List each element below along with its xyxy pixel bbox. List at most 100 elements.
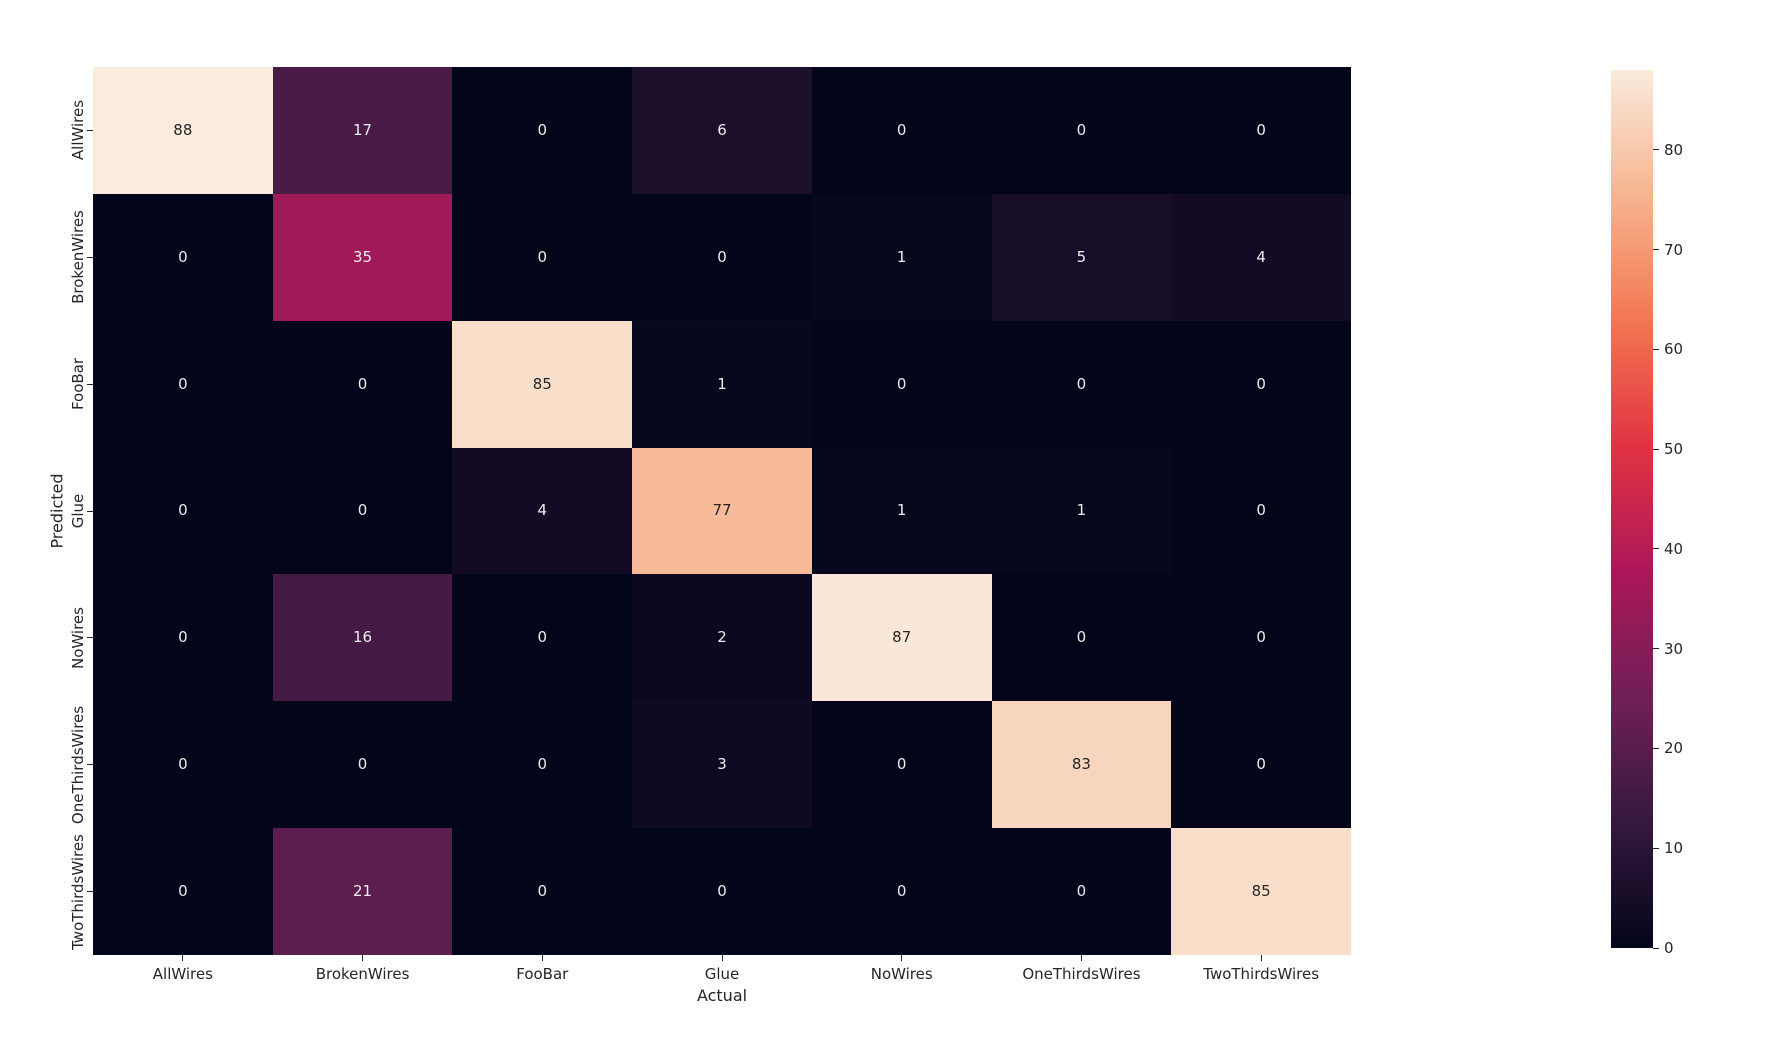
cell-value: 0 (717, 247, 727, 266)
heatmap-cell: 85 (452, 320, 633, 448)
y-tick-mark (87, 764, 93, 766)
heatmap-cell: 0 (452, 193, 633, 321)
x-tick-label: AllWires (152, 965, 213, 983)
heatmap-cell: 0 (93, 701, 273, 829)
cell-value: 1 (896, 501, 907, 520)
heatmap-cell: 0 (811, 320, 992, 448)
cell-value: 16 (353, 628, 373, 647)
cell-value: 0 (896, 882, 907, 901)
cell-value: 87 (892, 628, 912, 647)
heatmap-cell: 35 (272, 193, 453, 321)
cell-value: 0 (1076, 882, 1087, 901)
heatmap-cell: 21 (272, 828, 453, 955)
y-tick-label: NoWires (69, 606, 87, 669)
cell-value: 0 (1256, 628, 1266, 647)
cell-value: 2 (717, 628, 727, 647)
cell-value: 0 (1256, 755, 1266, 774)
cell-value: 0 (537, 628, 548, 647)
heatmap-cell: 87 (811, 574, 992, 702)
cell-value: 0 (537, 247, 548, 266)
y-tick-label: BrokenWires (69, 210, 87, 305)
colorbar-gradient (1611, 70, 1653, 948)
cell-value: 5 (1076, 247, 1087, 266)
colorbar-tick-mark (1653, 448, 1659, 450)
cell-value: 0 (357, 755, 368, 774)
colorbar-tick-mark (1653, 149, 1659, 151)
heatmap-cell: 83 (991, 701, 1172, 829)
heatmap-cell: 0 (1171, 574, 1351, 702)
cell-value: 0 (537, 120, 548, 139)
cell-value: 0 (896, 120, 907, 139)
cell-value: 0 (1076, 374, 1087, 393)
heatmap-cell: 1 (811, 193, 992, 321)
heatmap-cell: 17 (272, 67, 453, 194)
heatmap-cell: 6 (632, 67, 812, 194)
cell-value: 35 (353, 247, 373, 266)
heatmap-cell: 4 (1171, 193, 1351, 321)
x-tick-mark (182, 955, 184, 961)
colorbar-tick-mark (1653, 348, 1659, 350)
y-axis-label: Predicted (47, 473, 67, 549)
y-tick-label: AllWires (69, 100, 87, 161)
x-tick-mark (901, 955, 903, 961)
x-tick-label: Glue (704, 965, 740, 983)
heatmap-cell: 0 (272, 701, 453, 829)
heatmap-cell: 3 (632, 701, 812, 829)
heatmap-cell: 77 (632, 447, 812, 575)
colorbar-tick-label: 0 (1664, 939, 1674, 957)
cell-value: 0 (1256, 120, 1266, 139)
colorbar-tick-label: 40 (1664, 539, 1684, 558)
cell-value: 0 (178, 755, 188, 774)
colorbar-tick-label: 70 (1664, 240, 1684, 259)
cell-value: 0 (357, 374, 368, 393)
colorbar-tick-label: 80 (1664, 140, 1684, 159)
heatmap-cell: 1 (991, 447, 1172, 575)
heatmap-cell: 0 (1171, 67, 1351, 194)
heatmap-cell: 2 (632, 574, 812, 702)
x-tick-mark (541, 955, 543, 961)
heatmap-cell: 0 (811, 701, 992, 829)
colorbar-tick-mark (1653, 648, 1659, 650)
y-tick-mark (87, 383, 93, 385)
y-tick-mark (87, 510, 93, 512)
colorbar-tick-label: 30 (1664, 639, 1684, 658)
heatmap-cell: 0 (93, 193, 273, 321)
x-tick-mark (1260, 955, 1262, 961)
colorbar-tick-label: 60 (1664, 340, 1684, 359)
colorbar-tick-mark (1653, 249, 1659, 251)
y-tick-mark (87, 637, 93, 639)
cell-value: 6 (717, 120, 727, 139)
heatmap-cell: 88 (93, 67, 273, 194)
colorbar-tick-mark (1653, 747, 1659, 749)
heatmap-cell: 0 (452, 828, 633, 955)
heatmap-cell: 0 (632, 193, 812, 321)
heatmap-cell: 0 (272, 447, 453, 575)
heatmap-cell: 0 (811, 828, 992, 955)
cell-value: 88 (173, 120, 193, 139)
y-tick-label: TwoThirdsWires (69, 833, 87, 950)
x-tick-label: OneThirdsWires (1022, 965, 1141, 983)
cell-value: 0 (717, 882, 727, 901)
cell-value: 0 (1076, 628, 1087, 647)
x-tick-label: FooBar (516, 965, 569, 983)
x-tick-label: TwoThirdsWires (1203, 965, 1320, 983)
heatmap-cell: 0 (811, 67, 992, 194)
cell-value: 0 (178, 628, 188, 647)
cell-value: 0 (1256, 501, 1266, 520)
heatmap-cell: 0 (452, 67, 633, 194)
heatmap-cell: 0 (452, 701, 633, 829)
x-tick-mark (362, 955, 364, 961)
cell-value: 0 (896, 755, 907, 774)
heatmap: 88 17 0 6 0 0 0 0 35 0 0 1 5 4 0 0 85 1 0 0 0 0 0 4 77 1 1 0 0 16 0 2 87… (93, 67, 1351, 955)
cell-value: 17 (353, 120, 373, 139)
cell-value: 0 (537, 755, 548, 774)
heatmap-cell: 16 (272, 574, 453, 702)
heatmap-cell: 0 (272, 320, 453, 448)
heatmap-cell: 0 (1171, 320, 1351, 448)
heatmap-cell: 4 (452, 447, 633, 575)
cell-value: 85 (1251, 882, 1271, 901)
heatmap-cell: 85 (1171, 828, 1351, 955)
y-tick-label: FooBar (69, 358, 87, 411)
cell-value: 0 (178, 374, 188, 393)
cell-value: 0 (178, 882, 188, 901)
